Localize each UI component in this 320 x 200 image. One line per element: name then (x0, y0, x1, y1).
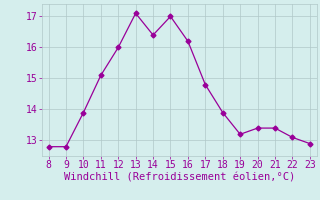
X-axis label: Windchill (Refroidissement éolien,°C): Windchill (Refroidissement éolien,°C) (64, 173, 295, 183)
